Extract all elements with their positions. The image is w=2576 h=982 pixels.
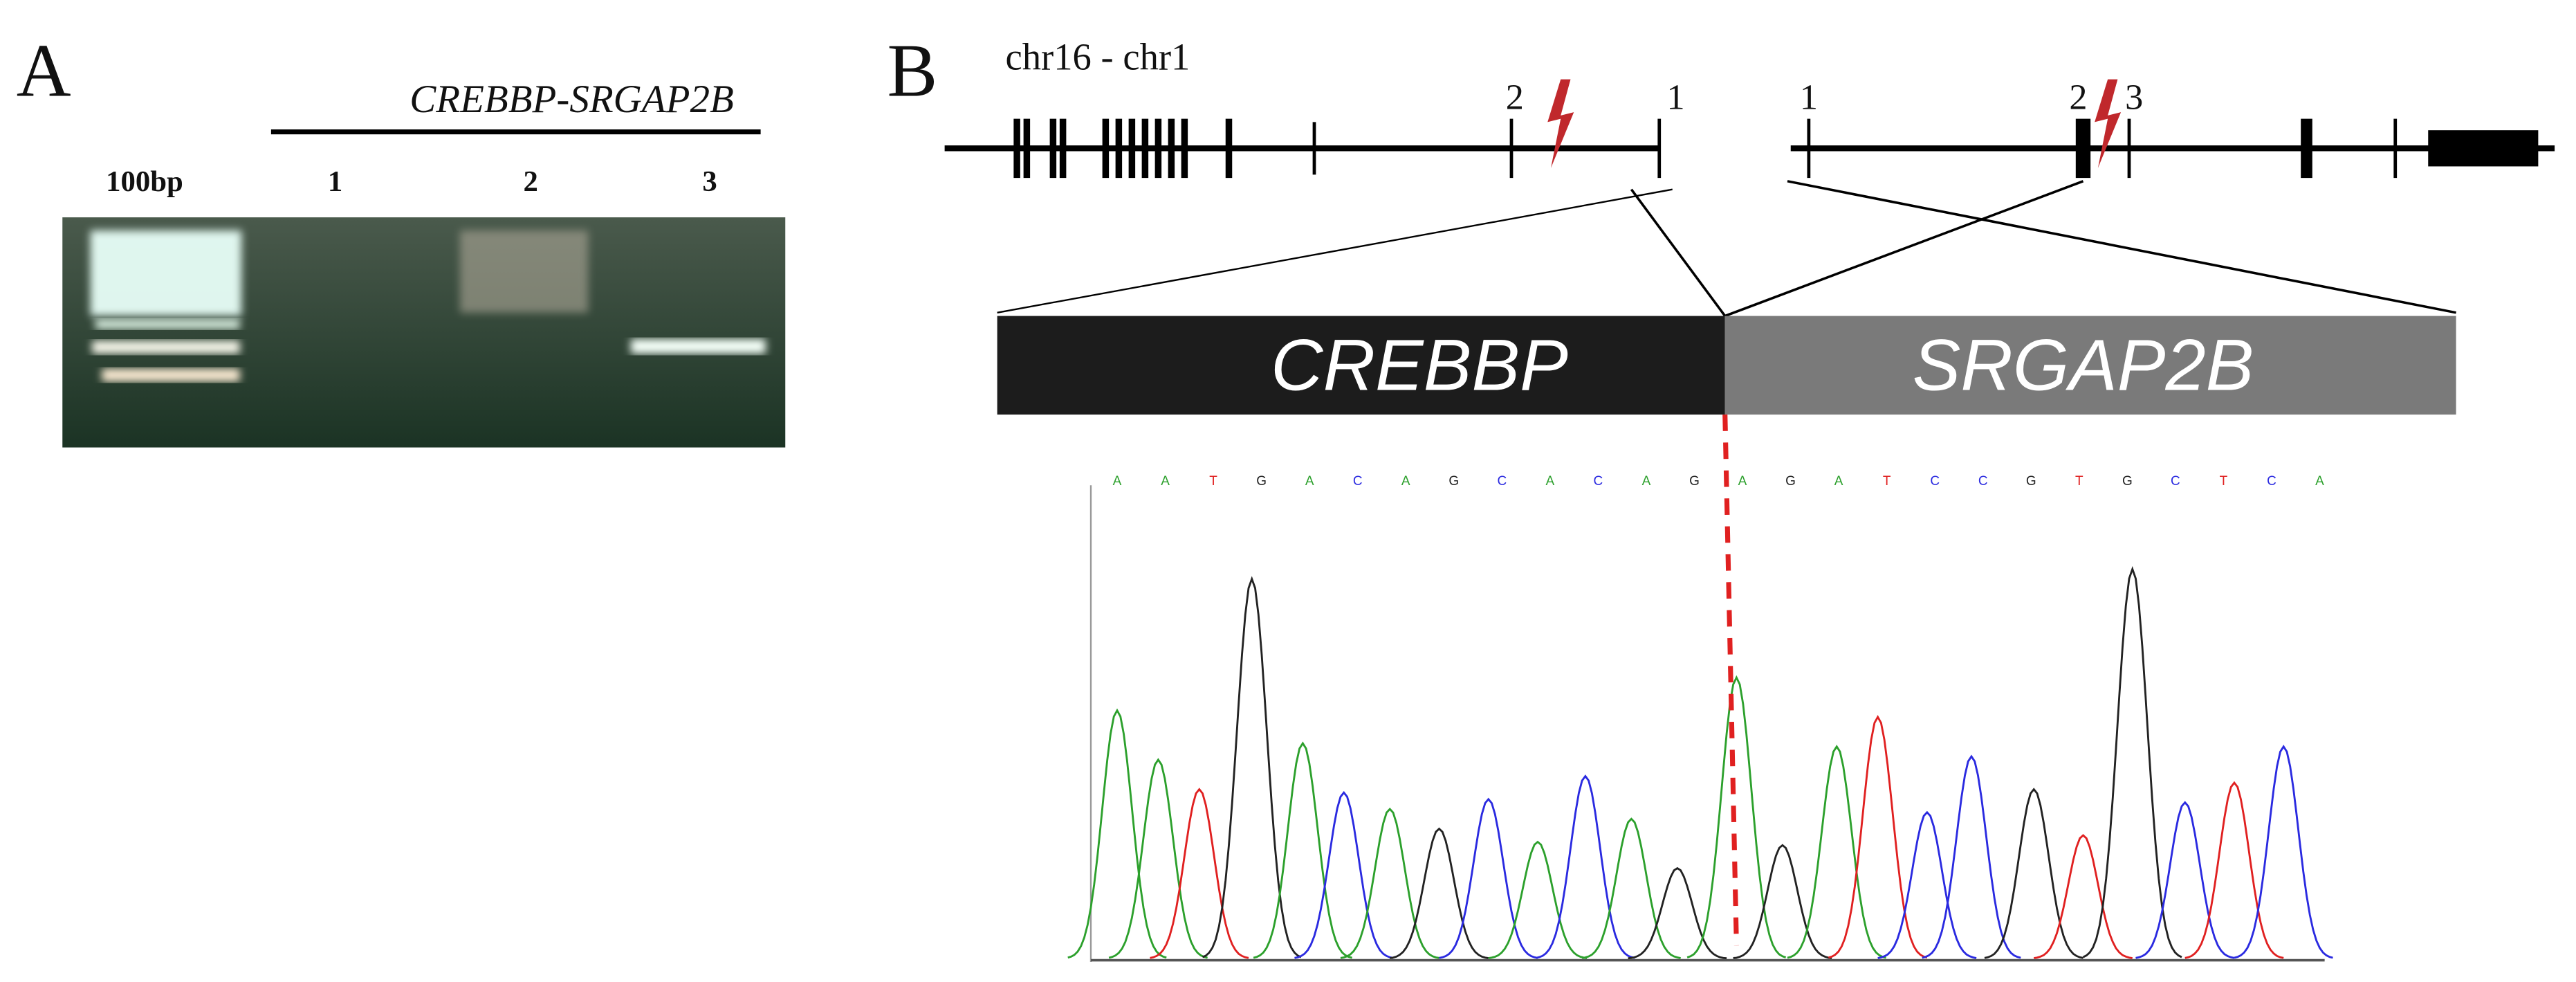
trace-peak <box>1922 754 2021 959</box>
lane-label: 1 <box>328 165 342 198</box>
panel-label: B <box>887 28 938 112</box>
trace-peak <box>2184 781 2284 959</box>
trace-peak <box>1340 807 1439 959</box>
base-call: C <box>1930 474 1940 489</box>
base-call: C <box>2171 474 2180 489</box>
base-call: G <box>2026 474 2036 489</box>
exon-label: 3 <box>2125 77 2143 117</box>
trace-peak <box>1150 788 1249 959</box>
base-call: A <box>1738 474 1747 489</box>
base-call: C <box>2267 474 2276 489</box>
fusion-gene: CREBBP <box>1271 325 1568 406</box>
trace-peak <box>1828 715 1928 959</box>
base-call: G <box>1689 474 1700 489</box>
trace-peak <box>2234 745 2333 959</box>
base-call: G <box>1785 474 1796 489</box>
base-call: C <box>1594 474 1603 489</box>
trace-peak <box>1439 797 1538 959</box>
base-call: A <box>1401 474 1410 489</box>
lane-label: 100bp <box>106 165 183 198</box>
base-call: T <box>2220 474 2228 489</box>
locus-label: chr16 - chr1 <box>1006 35 1190 78</box>
trace-peak <box>1877 810 1977 959</box>
base-call: T <box>1209 474 1217 489</box>
trace-peak <box>1488 840 1588 959</box>
trace-peak <box>1067 708 1167 959</box>
gel-image <box>62 217 786 448</box>
base-call: A <box>1834 474 1843 489</box>
panel-label: A <box>17 28 71 112</box>
trace-peak <box>1536 774 1635 959</box>
trace-peak <box>1581 817 1681 959</box>
trace-peak <box>2135 801 2235 959</box>
base-call: G <box>2122 474 2133 489</box>
trace-peak <box>2034 834 2133 959</box>
base-call: A <box>2315 474 2324 489</box>
trace-peak <box>1108 758 1208 959</box>
trace-peak <box>1733 844 1832 959</box>
fusion-gene: SRGAP2B <box>1913 325 2254 406</box>
base-call: A <box>1113 474 1122 489</box>
trace-peak <box>2082 565 2182 958</box>
base-call: A <box>1642 474 1651 489</box>
base-call: A <box>1161 474 1170 489</box>
base-call: A <box>1546 474 1555 489</box>
gene-structure <box>944 79 2555 318</box>
lane-label: 2 <box>523 165 537 198</box>
base-call: C <box>1978 474 1988 489</box>
trace-peak <box>1628 866 1727 960</box>
base-call: A <box>1305 474 1314 489</box>
base-call: G <box>1256 474 1267 489</box>
exon-label: 1 <box>1800 77 1818 117</box>
trace-peak <box>1787 745 1886 959</box>
trace-peak <box>1390 827 1489 959</box>
fusion-part <box>1724 316 2456 415</box>
base-call: T <box>2075 474 2083 489</box>
exon-label: 1 <box>1666 77 1684 117</box>
trace-peak <box>1686 675 1787 958</box>
trace-peak <box>1294 791 1394 959</box>
exon-label: 2 <box>2069 77 2087 117</box>
gel-title: CREBBP-SRGAP2B <box>410 78 734 121</box>
lane-label: 3 <box>702 165 717 198</box>
chromatogram <box>1067 565 2333 960</box>
base-call: C <box>1497 474 1507 489</box>
base-call: C <box>1353 474 1363 489</box>
breakpoint-line <box>1722 414 1739 946</box>
exon-label: 2 <box>1506 77 1524 117</box>
fusion-part <box>997 316 1725 415</box>
trace-peak <box>1202 576 1302 958</box>
trace-peak <box>1984 788 2083 959</box>
trace-peak <box>1253 741 1352 959</box>
base-call: G <box>1448 474 1459 489</box>
base-call: T <box>1883 474 1891 489</box>
